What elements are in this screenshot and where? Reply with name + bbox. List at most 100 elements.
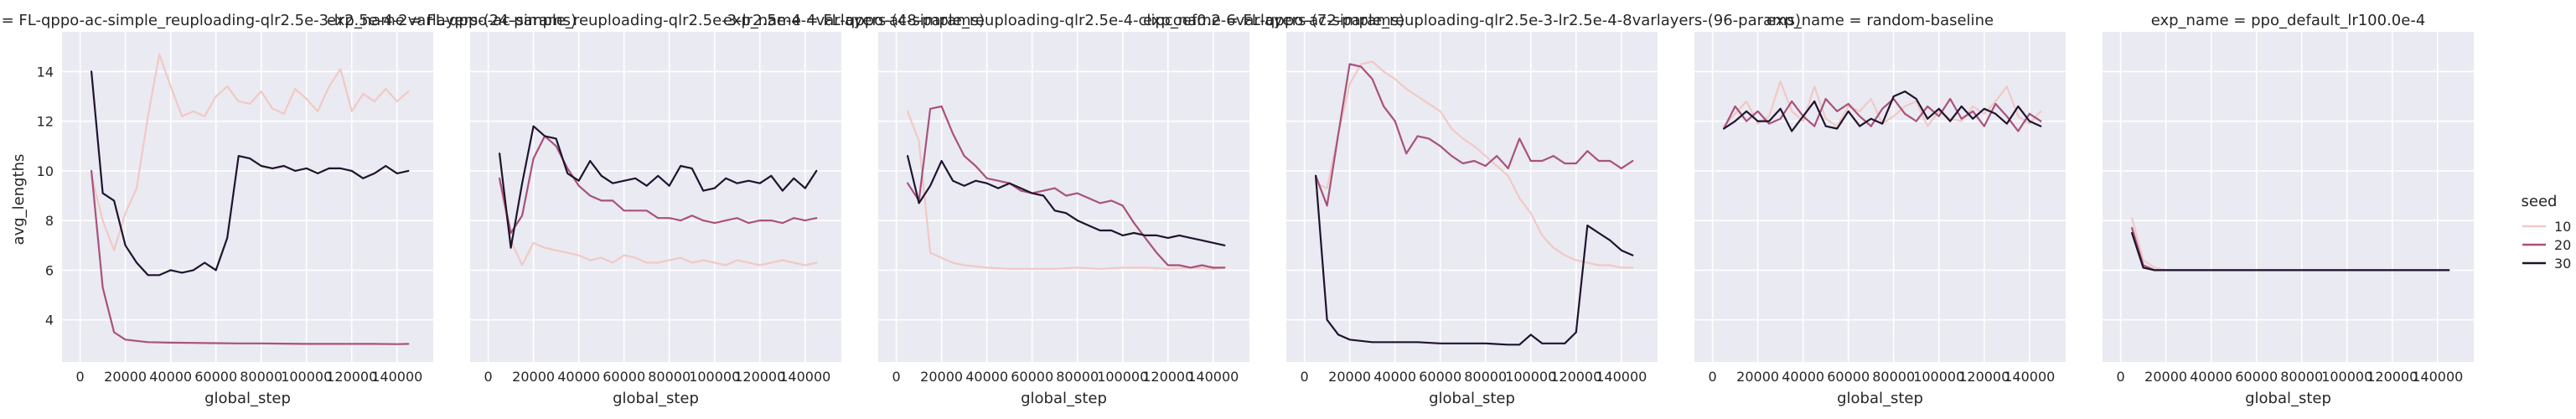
x-tick-label: 0: [1301, 369, 1309, 385]
series-group: [90, 53, 410, 345]
series-line-seed-30: [1723, 90, 2042, 132]
x-tick-label: 140000: [1596, 369, 1647, 385]
plot-background: [878, 32, 1249, 362]
x-tick-label: 100000: [2321, 369, 2372, 385]
x-axis-label: global_step: [1837, 390, 1923, 407]
x-tick-label: 100000: [1097, 369, 1148, 385]
x-tick-label: 60000: [194, 369, 237, 385]
x-tick-label: 20000: [104, 369, 147, 385]
x-tick-label: 40000: [557, 369, 600, 385]
series-line-seed-20: [1314, 63, 1634, 207]
x-tick-label: 40000: [1373, 369, 1416, 385]
panel-titles: exp_name = FL-qppo-ac-simple_reuploading…: [0, 12, 2425, 29]
x-tick-label: 120000: [1958, 369, 2010, 385]
series-line-seed-30: [906, 155, 1226, 246]
y-axis-label: avg_lengths: [10, 154, 28, 246]
x-tick-label: 120000: [1550, 369, 1601, 385]
plot-background: [470, 32, 841, 362]
x-tick-label: 40000: [1782, 369, 1824, 385]
panel-title: exp_name = FL-qppo-ac-simple_reuploading…: [0, 12, 577, 29]
x-tick-label: 80000: [2280, 369, 2323, 385]
series-group: [498, 125, 818, 266]
x-tick-label: 0: [2117, 369, 2125, 385]
series-line-seed-10: [1314, 60, 1634, 269]
panels: 0 20000 40000 60000 800001000001200001400004…: [37, 32, 2474, 407]
x-tick-label: 80000: [648, 369, 691, 385]
y-tick-label: 4: [45, 313, 54, 328]
x-tick-label: 80000: [1056, 369, 1099, 385]
panel-title: exp_name = FL-qppo-ac-simple_reuploading…: [1143, 12, 1801, 29]
series-line-seed-20: [90, 169, 410, 345]
x-tick-label: 40000: [149, 369, 192, 385]
x-axis-label: global_step: [2245, 390, 2331, 407]
y-tick-label: 10: [37, 163, 54, 179]
series-group: [1723, 80, 2042, 132]
x-tick-label: 140000: [2412, 369, 2463, 385]
y-tick-label: 14: [37, 64, 54, 80]
series-line-seed-30: [90, 70, 410, 277]
panel-title: exp_name = FL-qppo-ac-simple_reuploading…: [327, 12, 985, 29]
series-line-seed-10: [498, 179, 818, 266]
series-group: [906, 105, 1226, 270]
x-tick-label: 60000: [1827, 369, 1870, 385]
x-tick-label: 140000: [1187, 369, 1239, 385]
x-tick-label: 0: [76, 369, 85, 385]
x-tick-label: 120000: [734, 369, 785, 385]
y-tick-label: 12: [37, 114, 54, 130]
x-tick-label: 100000: [1913, 369, 1964, 385]
x-tick-label: 100000: [281, 369, 332, 385]
y-tick-label: 8: [45, 213, 54, 229]
series-line-seed-30: [498, 125, 818, 249]
legend-label-10: 10: [2554, 219, 2571, 235]
series-line-seed-30: [1314, 174, 1634, 346]
series-line-seed-10: [906, 110, 1226, 270]
x-tick-label: 20000: [512, 369, 555, 385]
legend-label-20: 20: [2554, 237, 2571, 253]
x-tick-label: 140000: [779, 369, 830, 385]
series-group: [1314, 60, 1634, 346]
x-tick-label: 0: [1709, 369, 1717, 385]
x-tick-label: 80000: [240, 369, 282, 385]
x-tick-label: 80000: [1464, 369, 1507, 385]
x-tick-label: 60000: [603, 369, 645, 385]
x-axis-label: global_step: [204, 390, 291, 407]
x-tick-label: 60000: [2235, 369, 2278, 385]
legend: seed 10 20 30: [2522, 193, 2572, 272]
plot-background: [2103, 32, 2474, 362]
x-tick-label: 120000: [326, 369, 377, 385]
series-line-seed-20: [1723, 97, 2042, 132]
series-line-seed-20: [906, 105, 1226, 269]
panel-title: exp_name = ppo_default_lr100.0e-4: [2151, 12, 2426, 29]
series-group: [2131, 217, 2450, 272]
plot-background: [62, 32, 433, 362]
x-tick-label: 20000: [1736, 369, 1779, 385]
plot-background: [1694, 32, 2066, 362]
x-axis-label: global_step: [1429, 390, 1515, 407]
panel-title: exp_name = random-baseline: [1766, 12, 1994, 29]
x-tick-label: 20000: [1328, 369, 1371, 385]
x-tick-label: 120000: [2367, 369, 2418, 385]
x-tick-label: 120000: [1142, 369, 1193, 385]
x-tick-label: 40000: [965, 369, 1008, 385]
x-tick-label: 20000: [920, 369, 963, 385]
x-axis-label: global_step: [613, 390, 699, 407]
x-tick-label: 100000: [689, 369, 740, 385]
x-tick-label: 40000: [2190, 369, 2232, 385]
legend-title: seed: [2522, 193, 2558, 210]
plot-background: [1286, 32, 1658, 362]
series-line-seed-30: [2131, 231, 2450, 272]
x-tick-label: 140000: [2004, 369, 2055, 385]
x-tick-label: 100000: [1505, 369, 1556, 385]
legend-label-30: 30: [2554, 256, 2571, 272]
panel-title: exp_name = FL-qppo-ac-simple_reuploading…: [723, 12, 1404, 29]
x-tick-label: 0: [892, 369, 901, 385]
x-tick-label: 80000: [1872, 369, 1915, 385]
x-tick-label: 60000: [1011, 369, 1053, 385]
